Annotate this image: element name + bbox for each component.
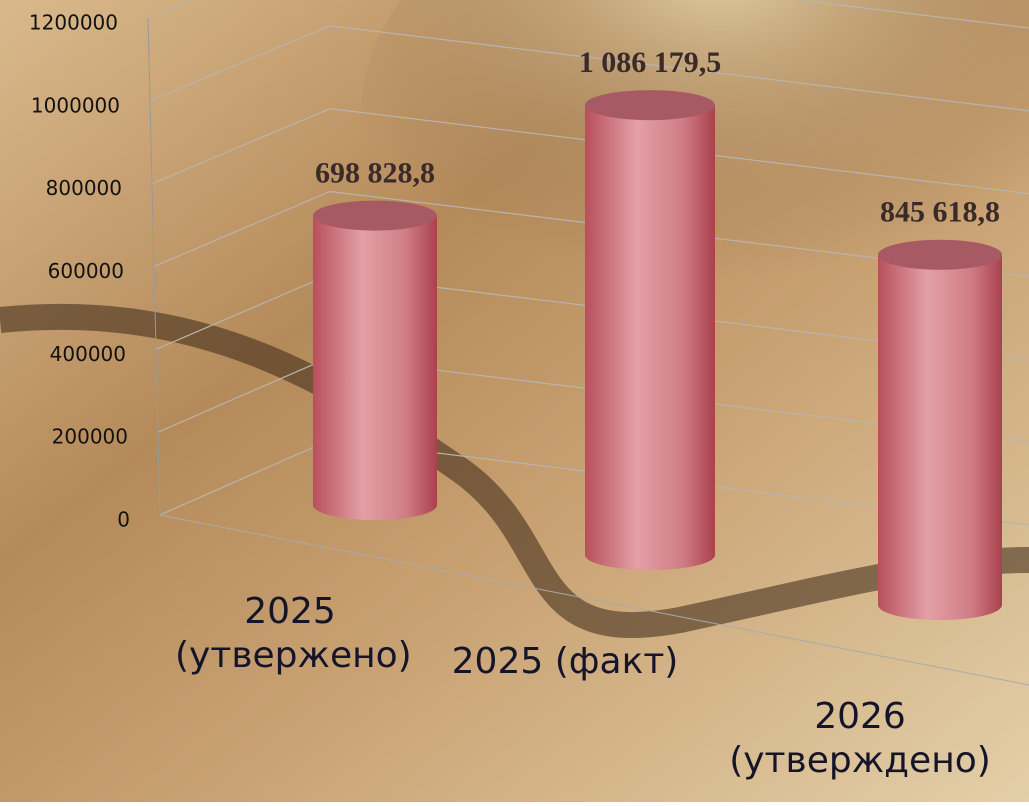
cylinder — [313, 215, 437, 520]
value-label: 1 086 179,5 — [579, 46, 722, 79]
y-tick-label: 200000 — [52, 425, 128, 449]
grid-line — [151, 108, 1029, 195]
x-axis — [159, 514, 1029, 686]
y-tick-label: 1200000 — [29, 11, 118, 35]
x-tick-label: 2026 (утверждено) — [729, 696, 991, 781]
y-tick-label: 0 — [117, 508, 130, 532]
bars: 698 828,8 1 086 179,5 845 618,8 — [313, 46, 1002, 620]
y-tick-label: 600000 — [48, 259, 124, 283]
y-axis — [147, 17, 161, 516]
cylinder-top — [313, 200, 437, 231]
y-tick-label: 400000 — [50, 342, 126, 366]
y-tick-label: 1000000 — [31, 93, 120, 117]
cylinder-top — [878, 239, 1002, 270]
grid-line — [153, 190, 1029, 278]
y-tick-label: 800000 — [46, 176, 122, 200]
value-label: 845 618,8 — [880, 196, 1000, 229]
x-tick-label: 2025 (утвержено) — [175, 591, 412, 676]
grid-line — [149, 25, 1029, 112]
background-shadow — [0, 303, 1029, 638]
value-label: 698 828,8 — [315, 156, 435, 189]
x-tick-label: 2025 (факт) — [451, 641, 679, 682]
cylinder-top — [585, 90, 715, 121]
cylinder — [878, 254, 1002, 620]
cylinder — [585, 105, 715, 570]
